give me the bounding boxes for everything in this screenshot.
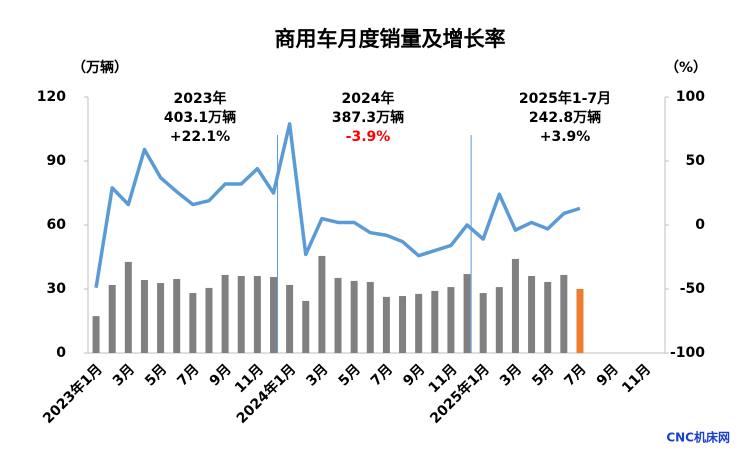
y2-tick-label: -100 [670,345,705,361]
bar [382,296,390,353]
bar [366,281,374,353]
bar [205,287,213,353]
annotation-year: 2023年 [174,90,227,107]
bar [560,274,568,353]
bar [157,283,165,353]
x-tick-label: 9月 [594,361,622,389]
annotation-volume: 242.8万辆 [529,109,601,126]
x-tick-label: 7月 [368,361,396,389]
bar [92,316,100,353]
x-tick-label: 5月 [336,361,364,389]
annotation-volume: 387.3万辆 [332,109,404,126]
bar [511,258,519,353]
chart-title: 商用车月度销量及增长率 [275,27,506,51]
x-tick-label: 3月 [303,361,331,389]
bar [173,278,181,353]
bar [269,277,277,353]
y-tick-label: 120 [37,89,66,105]
annotation-year: 2025年1-7月 [519,90,611,107]
bar [431,290,439,353]
bar [140,280,148,353]
bar [528,275,536,353]
x-tick-label: 2023年1月 [39,361,105,427]
y-tick-label: 90 [47,153,67,169]
y2-tick-label: 50 [686,153,706,169]
x-tick-label: 7月 [562,361,590,389]
x-tick-label: 5月 [142,361,170,389]
y-tick-label: 30 [47,281,67,297]
y2-tick-label: 100 [676,89,705,105]
annotation-volume: 403.1万辆 [164,109,236,126]
bar [576,289,584,353]
y-tick-label: 0 [56,345,66,361]
bar [399,296,407,353]
bar [237,275,245,353]
bar [544,281,552,353]
x-tick-label: 11月 [619,361,654,396]
x-tick-label: 3月 [497,361,525,389]
bar [318,255,326,353]
bar [221,274,229,353]
annotation-year: 2024年 [342,90,395,107]
bar [479,293,487,353]
bar [108,284,116,353]
y2-axis-label: （%） [665,60,707,76]
bar [495,287,503,353]
bar [463,274,471,353]
bar [124,261,132,353]
bar [189,293,197,353]
line [94,122,581,288]
annotation-growth: +22.1% [170,129,230,145]
annotation-growth: -3.9% [346,129,391,145]
x-tick-label: 7月 [174,361,202,389]
x-tick-label: 3月 [110,361,138,389]
y2-tick-label: 0 [695,217,705,233]
bar [286,284,294,353]
bar [350,280,358,353]
bar [302,300,310,353]
bar [447,287,455,353]
annotation-growth: +3.9% [540,129,591,145]
watermark: CNC机床网 [666,430,730,445]
x-tick-label: 9月 [400,361,428,389]
x-tick-label: 9月 [207,361,235,389]
bar [334,277,342,353]
y-axis-label: （万辆） [72,59,128,76]
y-tick-label: 60 [47,217,67,233]
bar [415,293,423,353]
y2-tick-label: -50 [680,281,706,297]
x-tick-label: 5月 [529,361,557,389]
bar [253,275,261,353]
